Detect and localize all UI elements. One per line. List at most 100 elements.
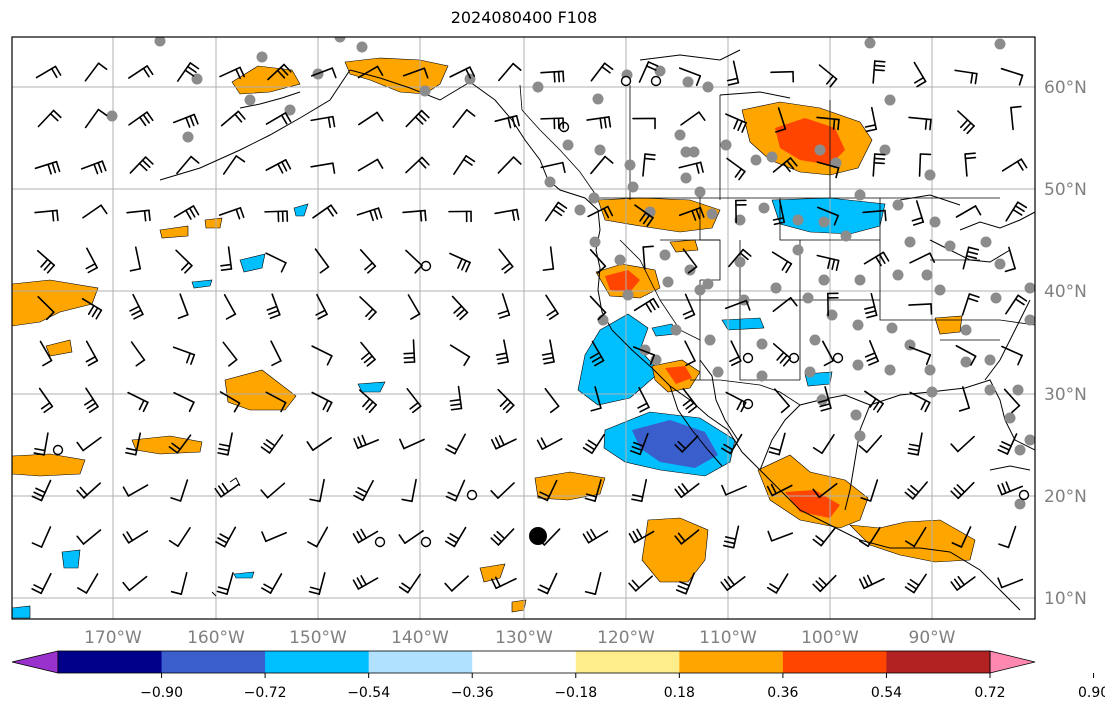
station-dot bbox=[924, 364, 936, 376]
wind-barb bbox=[728, 248, 752, 268]
station-dot bbox=[659, 249, 671, 261]
wind-barb bbox=[816, 116, 840, 131]
calm-wind-circle bbox=[620, 75, 632, 87]
strong-anomaly-region bbox=[665, 366, 692, 384]
colorbar-outline bbox=[57, 650, 991, 674]
wind-barb bbox=[34, 160, 61, 175]
wind-barb bbox=[772, 157, 798, 173]
station-dot bbox=[106, 110, 118, 122]
wind-barb bbox=[170, 479, 189, 502]
wind-barb bbox=[264, 210, 289, 223]
wind-barb bbox=[770, 70, 795, 83]
anomaly-shading bbox=[12, 57, 976, 619]
wind-barb bbox=[270, 340, 282, 367]
wind-barb bbox=[537, 572, 558, 595]
station-dot bbox=[818, 216, 830, 228]
wind-barb bbox=[38, 387, 54, 414]
station-dot bbox=[1014, 498, 1026, 510]
positive-anomaly-region bbox=[597, 197, 721, 233]
wind-barb bbox=[497, 388, 515, 414]
wind-barb bbox=[642, 245, 654, 270]
strong-anomaly-region bbox=[775, 118, 845, 165]
wind-barb bbox=[544, 201, 568, 222]
colorbar-tick-label: 0.54 bbox=[871, 685, 902, 701]
station-dot bbox=[809, 334, 821, 346]
wind-barb bbox=[720, 576, 746, 591]
station-dot bbox=[592, 93, 604, 105]
wind-barb bbox=[540, 70, 565, 83]
wind-barb bbox=[864, 106, 878, 133]
positive-anomaly-region bbox=[641, 517, 709, 583]
station-dot bbox=[662, 276, 674, 288]
wind-barb bbox=[537, 479, 558, 502]
wind-barb bbox=[306, 437, 332, 451]
wind-barb bbox=[774, 388, 790, 414]
wind-barb bbox=[314, 248, 330, 274]
station-dot bbox=[886, 322, 898, 334]
wind-barb bbox=[768, 432, 786, 456]
wind-barb bbox=[812, 574, 837, 593]
wind-barb bbox=[125, 432, 142, 456]
station-dot bbox=[984, 354, 996, 366]
political-borders bbox=[519, 84, 1035, 406]
wind-barb bbox=[904, 526, 927, 548]
station-dot bbox=[864, 37, 876, 49]
wind-barb bbox=[766, 573, 789, 594]
station-dot bbox=[694, 284, 706, 296]
wind-barb bbox=[222, 341, 238, 367]
calm-wind-circle bbox=[650, 75, 662, 87]
station-dot bbox=[694, 186, 706, 198]
wind-barb bbox=[767, 530, 794, 542]
wind-barb bbox=[260, 434, 284, 454]
latitude-tick-label: 30°N bbox=[1044, 385, 1087, 405]
wind-barb bbox=[398, 573, 421, 594]
wind-barb bbox=[84, 387, 99, 413]
wind-barb bbox=[490, 435, 517, 450]
wind-barb bbox=[33, 432, 49, 456]
wind-barb bbox=[445, 433, 466, 455]
wind-barb bbox=[772, 342, 792, 367]
wind-barb bbox=[222, 155, 246, 175]
station-dot bbox=[154, 37, 166, 47]
wind-barb bbox=[490, 576, 517, 590]
wind-barb bbox=[214, 482, 240, 498]
wind-barb bbox=[173, 391, 195, 413]
wind-barb bbox=[827, 292, 839, 317]
station-dot bbox=[680, 146, 692, 158]
station-dot bbox=[758, 202, 770, 214]
wind-barb bbox=[634, 204, 654, 227]
station-dot bbox=[756, 370, 768, 382]
wind-barb bbox=[128, 65, 154, 79]
negative-anomaly-region bbox=[191, 279, 213, 289]
positive-anomaly-region bbox=[224, 369, 297, 411]
wind-barb bbox=[122, 484, 149, 497]
wind-barb bbox=[720, 433, 743, 455]
wind-barb bbox=[498, 62, 522, 82]
wind-barb bbox=[872, 153, 886, 177]
wind-barb bbox=[445, 479, 466, 502]
station-dot bbox=[544, 176, 556, 188]
colorbar-tick-label: 0.18 bbox=[664, 685, 695, 701]
station-dot bbox=[244, 94, 256, 106]
station-dot bbox=[597, 314, 609, 326]
wind-barb bbox=[217, 432, 233, 456]
wind-barb bbox=[490, 482, 515, 499]
wind-barb bbox=[590, 155, 614, 175]
wind-barb bbox=[309, 478, 325, 503]
wind-barb bbox=[265, 112, 292, 125]
negative-anomaly-region bbox=[721, 317, 765, 331]
wind-barb bbox=[129, 293, 144, 320]
wind-barb bbox=[128, 111, 154, 127]
negative-anomaly-region bbox=[771, 197, 886, 235]
station-dot bbox=[960, 324, 972, 336]
positive-anomaly-region bbox=[204, 217, 223, 229]
wind-barb bbox=[85, 340, 99, 367]
wind-barb bbox=[582, 433, 605, 455]
station-dot bbox=[990, 292, 1002, 304]
wind-barb bbox=[907, 432, 923, 456]
station-dot bbox=[624, 159, 636, 171]
wind-barb bbox=[864, 293, 878, 319]
wind-barb bbox=[80, 160, 107, 175]
negative-anomaly-region bbox=[61, 549, 81, 569]
colorbar-segment bbox=[575, 651, 680, 673]
